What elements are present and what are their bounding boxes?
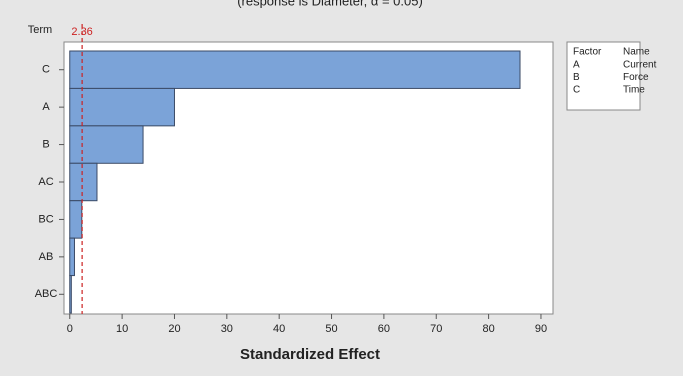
y-tick-label: A xyxy=(42,101,50,113)
legend-cell: Current xyxy=(623,60,657,71)
x-tick-label: 90 xyxy=(535,323,547,335)
legend-cell: C xyxy=(573,85,580,96)
x-tick-label: 50 xyxy=(325,323,337,335)
x-tick-label: 70 xyxy=(430,323,442,335)
bar xyxy=(69,237,75,277)
legend-header: Name xyxy=(623,47,650,58)
bar xyxy=(69,125,144,164)
bar xyxy=(69,200,83,239)
legend-box xyxy=(566,41,641,111)
y-tick-label: AB xyxy=(39,251,54,263)
legend-cell: A xyxy=(573,60,580,71)
bar xyxy=(69,162,98,202)
x-tick-label: 60 xyxy=(378,323,390,335)
x-tick-label: 30 xyxy=(221,323,233,335)
legend-cell: B xyxy=(573,72,580,83)
bar xyxy=(69,275,72,314)
bar xyxy=(69,87,175,127)
y-tick-label: BC xyxy=(38,213,53,225)
x-tick-label: 0 xyxy=(67,323,73,335)
x-tick-label: 20 xyxy=(168,323,180,335)
y-tick-label: B xyxy=(42,138,49,150)
legend-cell: Force xyxy=(623,72,649,83)
bar xyxy=(69,50,521,89)
x-tick-label: 10 xyxy=(116,323,128,335)
x-tick-label: 80 xyxy=(482,323,494,335)
y-tick-label: AC xyxy=(38,176,53,188)
reference-label: 2.36 xyxy=(71,26,92,38)
y-axis-label: Term xyxy=(28,24,52,36)
chart-title: (response is Diameter, α = 0.05) xyxy=(237,0,423,8)
x-tick-label: 40 xyxy=(273,323,285,335)
y-tick-label: C xyxy=(42,64,50,76)
legend-cell: Time xyxy=(623,85,645,96)
legend-header: Factor xyxy=(573,47,602,58)
x-axis-label: Standardized Effect xyxy=(240,346,380,363)
y-tick-label: ABC xyxy=(35,288,58,300)
